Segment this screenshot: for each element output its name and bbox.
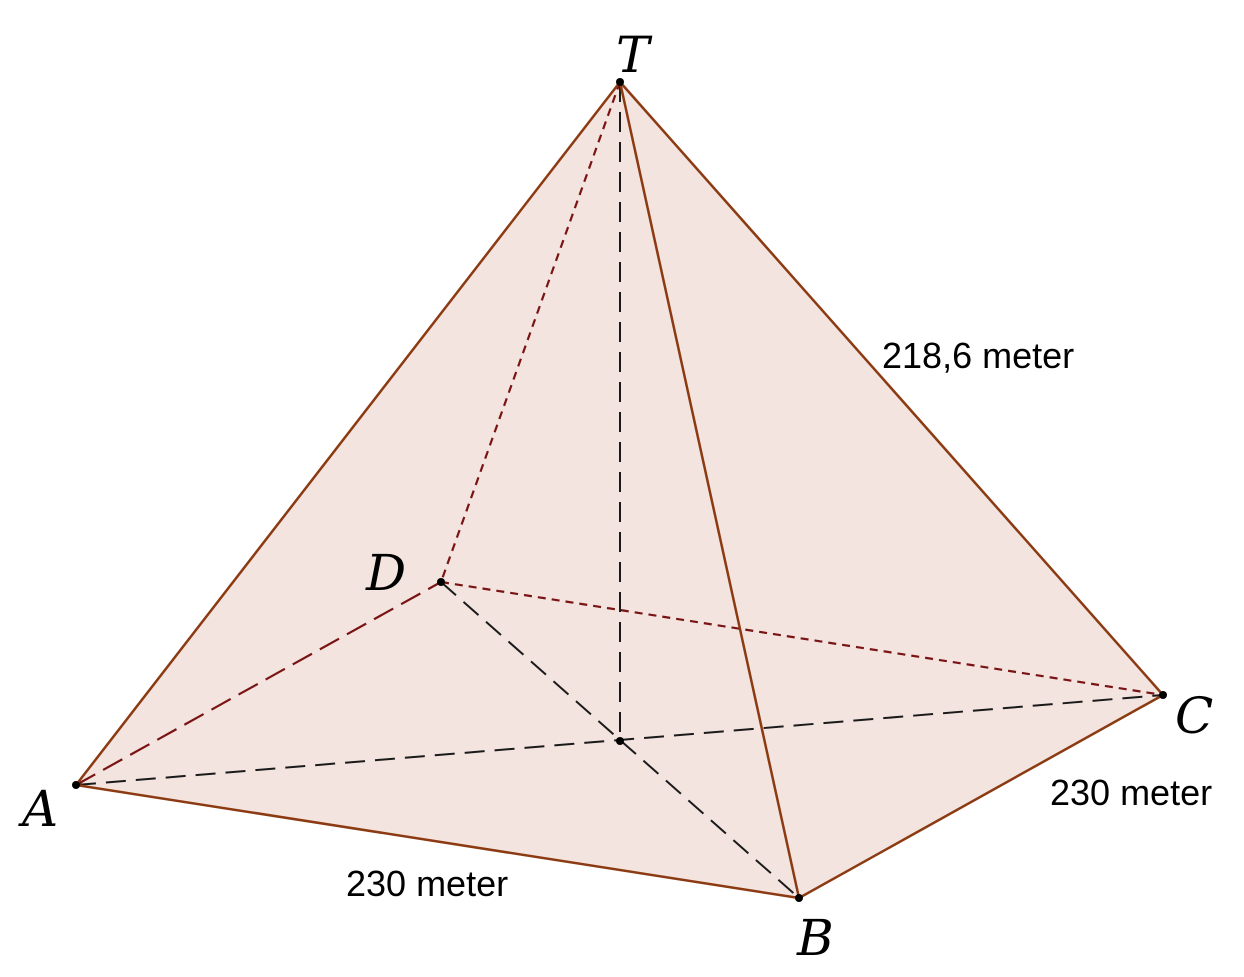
point-a: [72, 781, 80, 789]
face-tbc: [620, 82, 1163, 898]
label-c: C: [1175, 687, 1213, 745]
point-t: [616, 78, 624, 86]
diagonal-db: [440, 581, 800, 899]
edge-bc: [798, 693, 1164, 900]
label-t: T: [616, 26, 653, 84]
point-c: [1159, 691, 1167, 699]
edge-td: [439, 81, 622, 583]
label-base-edge-bc: 230 meter: [1050, 772, 1212, 813]
label-a: A: [18, 780, 58, 838]
label-base-edge-ab: 230 meter: [346, 863, 508, 904]
point-b: [795, 894, 803, 902]
edge-tb: [618, 81, 801, 899]
label-lateral-edge: 218,6 meter: [882, 335, 1074, 376]
edge-ta: [75, 81, 621, 786]
edge-dc: [440, 580, 1164, 697]
label-b: B: [796, 909, 834, 967]
label-d: D: [365, 544, 406, 602]
edge-ad: [75, 581, 442, 786]
point-center: [616, 737, 624, 745]
point-d: [437, 578, 445, 586]
edge-ab: [75, 783, 800, 900]
edge-tc: [619, 81, 1164, 696]
face-tab: [76, 82, 799, 898]
